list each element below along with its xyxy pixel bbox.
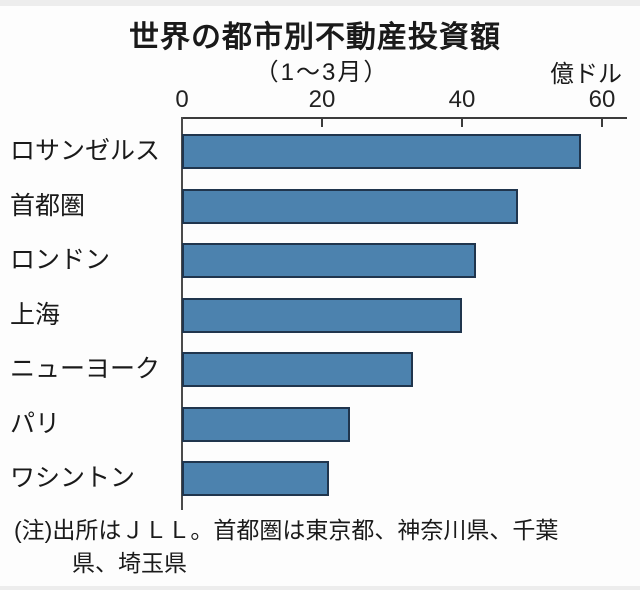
bar-1: [182, 188, 518, 224]
bar-4: [182, 352, 413, 387]
source-note: (注)出所はＪＬＬ。首都圏は東京都、神奈川県、千葉 県、埼玉県: [14, 514, 629, 580]
bar-2: [182, 243, 476, 278]
x-axis-line: [181, 117, 627, 119]
x-tick-label-20: 20: [308, 86, 336, 113]
top-edge-band: [0, 0, 640, 6]
x-tick-label-60: 60: [588, 86, 616, 113]
x-tick-mark-40: [461, 119, 463, 127]
bar-label-0: ロサンゼルス: [10, 137, 161, 165]
bar-label-6: ワシントン: [10, 464, 136, 492]
bar-label-4: ニューヨーク: [10, 355, 161, 383]
bar-5: [182, 406, 350, 442]
chart-subtitle: （1～3月）: [254, 59, 390, 86]
x-tick-mark-20: [321, 119, 323, 127]
bar-3: [182, 297, 462, 333]
bar-0: [182, 134, 581, 169]
x-tick-mark-60: [601, 119, 603, 127]
bottom-edge-band: [0, 586, 640, 590]
x-tick-label-40: 40: [448, 86, 476, 113]
source-note-line1: (注)出所はＪＬＬ。首都圏は東京都、神奈川県、千葉: [14, 517, 559, 543]
chart-title: 世界の都市別不動産投資額: [129, 21, 501, 54]
source-note-line2: 県、埼玉県: [72, 550, 187, 576]
x-tick-label-0: 0: [175, 86, 189, 113]
bar-label-1: 首都圏: [10, 191, 86, 220]
unit-label: 億ドル: [550, 61, 622, 88]
bar-label-3: 上海: [10, 300, 61, 329]
bar-label-5: パリ: [10, 409, 61, 438]
bar-label-2: ロンドン: [10, 246, 111, 274]
bar-6: [182, 461, 329, 496]
